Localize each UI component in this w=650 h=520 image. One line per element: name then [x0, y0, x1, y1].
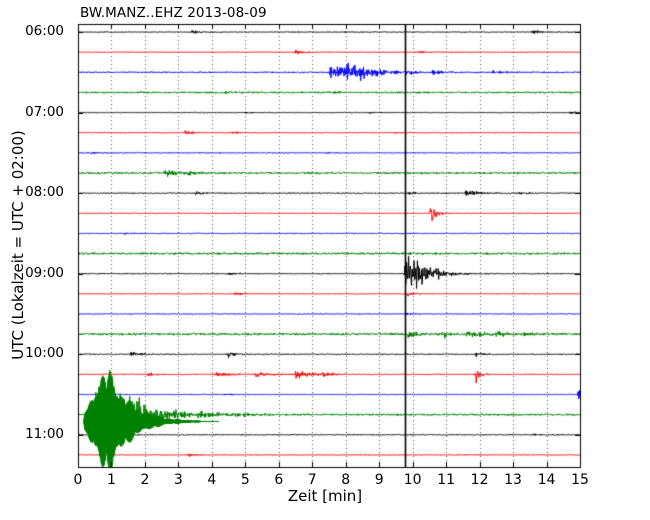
x-tick-label-14: 14	[537, 472, 556, 488]
x-tick-label-1: 1	[106, 472, 116, 488]
y-tick-label-1100: 11:00	[25, 425, 64, 442]
x-tick-label-8: 8	[341, 472, 351, 488]
x-tick-label-5: 5	[240, 472, 250, 488]
x-tick-label-2: 2	[140, 472, 150, 488]
x-tick-label-0: 0	[73, 472, 83, 488]
x-tick-label-3: 3	[173, 472, 183, 488]
x-tick-label-12: 12	[470, 472, 489, 488]
y-axis-tick-labels: 06:00 07:00 08:00 09:00 10:00 11:00	[0, 0, 72, 520]
x-tick-label-6: 6	[274, 472, 284, 488]
y-tick-label-1000: 10:00	[25, 345, 64, 362]
chart-title: BW.MANZ..EHZ 2013-08-09	[80, 5, 267, 21]
y-tick-label-0800: 08:00	[25, 184, 64, 201]
y-tick-label-0900: 09:00	[25, 264, 64, 281]
x-axis-label: Zeit [min]	[287, 487, 363, 505]
x-tick-label-15: 15	[571, 472, 589, 488]
x-tick-label-11: 11	[437, 472, 456, 488]
y-axis-label-wrap: UTC (Lokalzeit = UTC + 02:00)	[0, 0, 27, 360]
x-tick-label-7: 7	[307, 472, 317, 488]
x-tick-label-4: 4	[207, 472, 217, 488]
y-tick-label-0700: 07:00	[25, 103, 64, 120]
x-tick-label-10: 10	[403, 472, 422, 488]
y-tick-label-0600: 06:00	[25, 23, 64, 40]
y-axis-label: UTC (Lokalzeit = UTC + 02:00)	[9, 129, 27, 360]
x-tick-label-9: 9	[374, 472, 384, 488]
x-tick-label-13: 13	[504, 472, 522, 488]
